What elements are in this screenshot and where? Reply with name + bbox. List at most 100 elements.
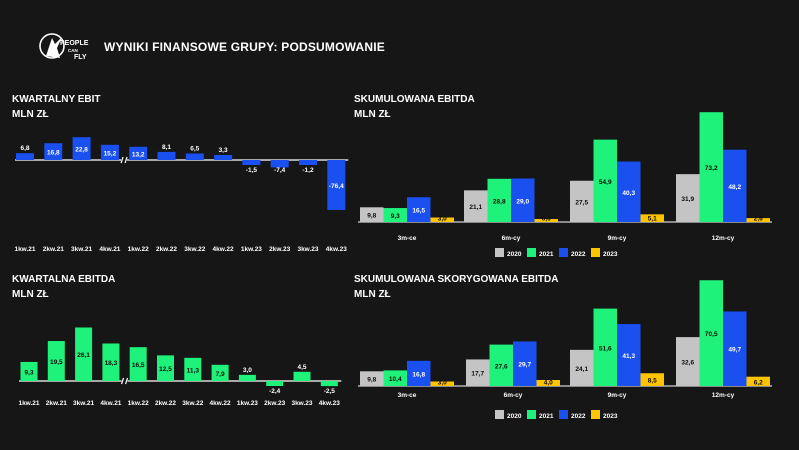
ebit-quarterly-unit: MLN ZŁ bbox=[12, 109, 49, 120]
bar-label-2023-6m-cy: 0,6 bbox=[542, 216, 551, 223]
bar-1kw.21 bbox=[20, 361, 38, 381]
logo-figure-icon bbox=[46, 37, 62, 58]
ebitda-cumulative-unit: MLN ZŁ bbox=[354, 109, 391, 120]
bar-label-2kw.21: 19,5 bbox=[50, 359, 63, 366]
legend-label-2020: 2020 bbox=[507, 413, 522, 420]
legend-label-2020: 2020 bbox=[507, 251, 522, 258]
bar-4kw.21 bbox=[102, 343, 120, 381]
bar-label-4kw.22: 7,9 bbox=[216, 371, 225, 378]
bar-label-4kw.22: 3,3 bbox=[219, 147, 228, 154]
category-label-2kw.21: 2kw.21 bbox=[43, 246, 64, 253]
bar-2023-6m-cy bbox=[534, 219, 558, 222]
legend-label-2022: 2022 bbox=[571, 413, 586, 420]
bar-label-3kw.22: 11,3 bbox=[187, 367, 200, 374]
bar-label-2kw.21: 16,8 bbox=[47, 150, 60, 157]
bar-2kw.21 bbox=[47, 341, 65, 381]
bar-1kw.23 bbox=[242, 160, 261, 165]
ebitda-cumulative-title: SKUMULOWANA EBITDA bbox=[354, 94, 475, 105]
category-label-6m-cy: 6m-cy bbox=[502, 235, 521, 242]
bar-2020-9m-cy bbox=[570, 180, 594, 222]
bar-label-2020-6m-cy: 21,1 bbox=[469, 204, 482, 211]
axis-break-mark bbox=[120, 156, 124, 164]
bar-label-3kw.22: 6,5 bbox=[190, 146, 199, 153]
bar-label-2kw.23: -2,4 bbox=[269, 388, 281, 395]
page-title: WYNIKI FINANSOWE GRUPY: PODSUMOWANIE bbox=[104, 40, 385, 54]
bar-label-2020-12m-cy: 32,6 bbox=[681, 360, 694, 367]
bar-2022-6m-cy bbox=[511, 178, 535, 222]
bar-label-2023-12m-cy: 2,6 bbox=[754, 216, 763, 223]
bar-label-2023-9m-cy: 5,1 bbox=[648, 216, 657, 223]
bar-label-2021-3m-ce: 10,4 bbox=[389, 376, 402, 383]
category-label-3kw.22: 3kw.22 bbox=[184, 246, 205, 253]
bar-label-3kw.23: -1,2 bbox=[302, 167, 314, 174]
bar-1kw.23 bbox=[238, 374, 256, 381]
bar-3kw.21 bbox=[75, 327, 93, 381]
category-label-4kw.21: 4kw.21 bbox=[100, 400, 121, 407]
legend-swatch-2021 bbox=[527, 248, 536, 257]
category-label-2kw.23: 2kw.23 bbox=[269, 246, 290, 253]
ebitda-cumulative-panel: SKUMULOWANA EBITDA MLN ZŁ 9,8 9,3 16,5 3,0 3… bbox=[352, 90, 799, 265]
category-label-4kw.23: 4kw.23 bbox=[319, 400, 340, 407]
bar-2022-9m-cy bbox=[617, 324, 641, 386]
axis-break-mark bbox=[120, 377, 125, 385]
legend-swatch-2023 bbox=[591, 410, 600, 419]
category-label-1kw.23: 1kw.23 bbox=[237, 400, 258, 407]
bar-label-2022-6m-cy: 29,0 bbox=[516, 198, 529, 205]
bar-label-2kw.22: 8,1 bbox=[162, 144, 171, 151]
category-label-4kw.23: 4kw.23 bbox=[326, 246, 347, 253]
category-label-3kw.22: 3kw.22 bbox=[182, 400, 203, 407]
bar-2022-12m-cy bbox=[723, 311, 747, 386]
bar-2023-6m-cy bbox=[536, 380, 560, 386]
ebit-quarterly-chart: 6,8 1kw.21 16,8 2kw.21 22,8 3kw.21 15,2 4kw.21 1… bbox=[14, 137, 349, 253]
ebit-quarterly-title: KWARTALNY EBIT bbox=[12, 94, 101, 105]
category-label-1kw.21: 1kw.21 bbox=[18, 400, 39, 407]
bar-2kw.23 bbox=[266, 381, 284, 386]
legend-swatch-2020 bbox=[495, 410, 504, 419]
axis-break-gap bbox=[121, 378, 128, 384]
bar-label-2021-12m-cy: 70,5 bbox=[705, 331, 718, 338]
bar-label-4kw.23: -76,4 bbox=[329, 183, 344, 190]
category-label-3m-ce: 3m-ce bbox=[398, 235, 417, 242]
axis-break-mark bbox=[124, 377, 129, 385]
axis-break-gap bbox=[121, 157, 128, 163]
bar-label-2021-3m-ce: 9,3 bbox=[391, 213, 400, 220]
ebitda-cumulative-chart: 9,8 9,3 16,5 3,0 3m-ce 21,1 28,8 29,0 0,6 6m-cy 27… bbox=[358, 112, 772, 258]
bar-3kw.21 bbox=[72, 137, 91, 160]
bar-2021-9m-cy bbox=[593, 308, 617, 386]
category-label-2kw.21: 2kw.21 bbox=[46, 400, 67, 407]
bar-label-2022-3m-ce: 16,8 bbox=[412, 371, 425, 378]
category-label-4kw.22: 4kw.22 bbox=[213, 246, 234, 253]
bar-1kw.22 bbox=[129, 146, 148, 160]
logo-text-can: CAN bbox=[68, 48, 78, 53]
bar-label-2023-12m-cy: 6,2 bbox=[754, 380, 763, 387]
adjusted-ebitda-cumulative-unit: MLN ZŁ bbox=[354, 289, 391, 300]
bar-label-3kw.21: 22,8 bbox=[75, 147, 88, 154]
ebitda-quarterly-chart: 9,3 1kw.21 19,5 2kw.21 26,1 3kw.21 18,3 4kw.21 1… bbox=[18, 327, 342, 407]
bar-label-2021-6m-cy: 27,6 bbox=[495, 363, 508, 370]
category-label-6m-cy: 6m-cy bbox=[504, 392, 523, 399]
bar-label-2023-9m-cy: 8,5 bbox=[648, 378, 657, 385]
bar-label-1kw.23: -1,5 bbox=[246, 167, 258, 174]
bar-label-3kw.23: 4,5 bbox=[297, 364, 306, 371]
bar-label-2021-9m-cy: 51,6 bbox=[599, 345, 612, 352]
logo-text-people: PEOPLE bbox=[60, 40, 89, 47]
bar-label-2020-3m-ce: 9,8 bbox=[367, 377, 376, 384]
bar-2023-9m-cy bbox=[640, 373, 664, 386]
bar-2021-3m-ce bbox=[383, 370, 407, 386]
axis-break-mark bbox=[124, 156, 128, 164]
bar-3kw.23 bbox=[299, 160, 317, 165]
bar-2023-9m-cy bbox=[640, 214, 664, 222]
legend-swatch-2022 bbox=[559, 248, 568, 257]
category-label-12m-cy: 12m-cy bbox=[712, 235, 735, 242]
bar-label-2022-9m-cy: 40,3 bbox=[622, 190, 635, 197]
category-label-1kw.21: 1kw.21 bbox=[14, 246, 35, 253]
category-label-3m-ce: 3m-ce bbox=[398, 392, 417, 399]
bar-2kw.22 bbox=[157, 355, 174, 381]
bar-label-1kw.22: 13,2 bbox=[132, 151, 145, 158]
bar-label-2023-3m-ce: 3,0 bbox=[438, 380, 447, 387]
bar-label-3kw.21: 26,1 bbox=[77, 352, 90, 359]
category-label-2kw.22: 2kw.22 bbox=[155, 400, 176, 407]
bar-2021-3m-ce bbox=[383, 208, 407, 222]
bar-1kw.22 bbox=[129, 347, 147, 381]
bar-label-1kw.21: 9,3 bbox=[24, 369, 33, 376]
